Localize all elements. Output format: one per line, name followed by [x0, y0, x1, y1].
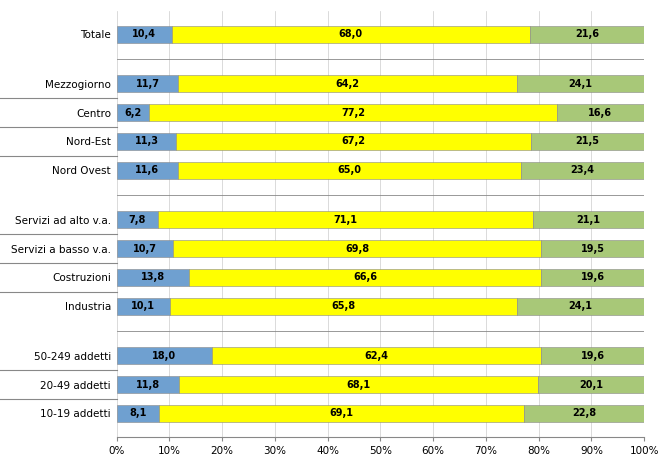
Text: 10,4: 10,4: [132, 29, 156, 40]
Bar: [117, 162, 178, 179]
Bar: [517, 297, 644, 315]
Bar: [530, 26, 644, 43]
Text: 7,8: 7,8: [129, 214, 146, 225]
Text: 10,1: 10,1: [131, 302, 155, 311]
Text: 66,6: 66,6: [353, 273, 377, 283]
Bar: [557, 104, 644, 121]
Bar: [117, 404, 159, 422]
Bar: [521, 162, 644, 179]
Text: 18,0: 18,0: [152, 351, 176, 361]
Text: 10,7: 10,7: [133, 243, 157, 254]
Bar: [117, 211, 158, 228]
Text: 13,8: 13,8: [141, 273, 165, 283]
Text: 71,1: 71,1: [334, 214, 357, 225]
Bar: [173, 240, 541, 257]
Text: 24,1: 24,1: [569, 78, 592, 89]
Text: 11,7: 11,7: [135, 78, 159, 89]
Bar: [541, 347, 644, 364]
Text: 20,1: 20,1: [579, 380, 603, 389]
Text: 21,6: 21,6: [575, 29, 599, 40]
Text: 65,8: 65,8: [332, 302, 356, 311]
Bar: [524, 404, 644, 422]
Bar: [179, 375, 538, 393]
Text: 69,1: 69,1: [330, 409, 354, 418]
Bar: [158, 211, 533, 228]
Bar: [149, 104, 557, 121]
Bar: [117, 104, 149, 121]
Bar: [531, 133, 644, 150]
Text: 68,1: 68,1: [346, 380, 371, 389]
Text: 11,8: 11,8: [136, 380, 160, 389]
Text: 62,4: 62,4: [364, 351, 388, 361]
Text: 22,8: 22,8: [572, 409, 596, 418]
Bar: [117, 240, 173, 257]
Text: 65,0: 65,0: [337, 165, 361, 176]
Text: 69,8: 69,8: [345, 243, 369, 254]
Bar: [517, 75, 644, 92]
Text: 77,2: 77,2: [341, 107, 365, 118]
Bar: [117, 26, 172, 43]
Bar: [178, 75, 517, 92]
Bar: [538, 375, 644, 393]
Text: 6,2: 6,2: [125, 107, 141, 118]
Bar: [541, 240, 644, 257]
Bar: [541, 269, 644, 286]
Text: 19,6: 19,6: [580, 351, 604, 361]
Bar: [117, 297, 170, 315]
Text: 21,1: 21,1: [576, 214, 600, 225]
Bar: [117, 375, 179, 393]
Bar: [117, 269, 190, 286]
Bar: [176, 133, 531, 150]
Text: 11,3: 11,3: [135, 136, 159, 147]
Text: 67,2: 67,2: [342, 136, 366, 147]
Bar: [172, 26, 530, 43]
Text: 8,1: 8,1: [129, 409, 147, 418]
Text: 19,6: 19,6: [580, 273, 604, 283]
Bar: [212, 347, 541, 364]
Bar: [170, 297, 517, 315]
Text: 21,5: 21,5: [576, 136, 600, 147]
Text: 68,0: 68,0: [339, 29, 363, 40]
Bar: [159, 404, 524, 422]
Bar: [117, 75, 178, 92]
Text: 23,4: 23,4: [570, 165, 594, 176]
Bar: [178, 162, 521, 179]
Text: 16,6: 16,6: [588, 107, 612, 118]
Bar: [117, 133, 176, 150]
Text: 11,6: 11,6: [135, 165, 159, 176]
Text: 24,1: 24,1: [569, 302, 592, 311]
Bar: [190, 269, 541, 286]
Text: 64,2: 64,2: [336, 78, 360, 89]
Bar: [117, 347, 212, 364]
Text: 19,5: 19,5: [581, 243, 605, 254]
Bar: [533, 211, 644, 228]
